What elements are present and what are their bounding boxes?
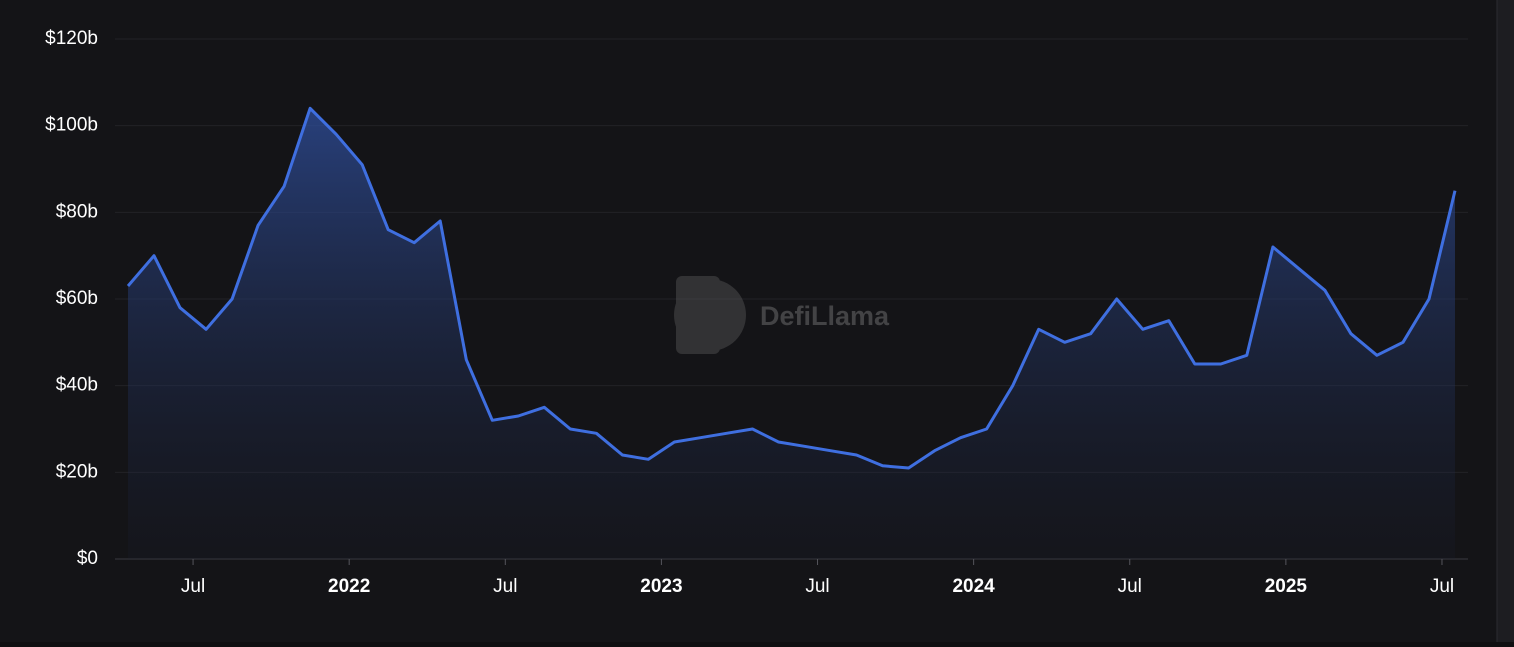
x-tick-label: 2025 bbox=[1265, 576, 1308, 597]
x-tick-label: Jul bbox=[1118, 576, 1142, 597]
y-tick-label: $120b bbox=[45, 28, 98, 49]
x-tick-label: 2023 bbox=[640, 576, 682, 597]
watermark: DefiLlama bbox=[674, 276, 890, 354]
side-panel bbox=[1497, 0, 1514, 642]
y-tick-label: $80b bbox=[56, 201, 98, 222]
x-tick-label: 2024 bbox=[952, 576, 995, 597]
line bbox=[126, 106, 1457, 470]
x-tick-label: Jul bbox=[805, 576, 829, 597]
watermark-logo bbox=[676, 276, 720, 354]
y-tick-label: $0 bbox=[77, 548, 98, 569]
y-tick-label: $60b bbox=[56, 288, 98, 309]
y-tick-label: $100b bbox=[45, 115, 98, 136]
x-tick-label: Jul bbox=[181, 576, 205, 597]
y-tick-label: $20b bbox=[56, 461, 98, 482]
x-tick-label: Jul bbox=[1430, 576, 1454, 597]
watermark-logo bbox=[674, 279, 746, 351]
watermark-text: DefiLlama bbox=[760, 301, 890, 331]
x-tick-label: 2022 bbox=[328, 576, 370, 597]
x-tick-label: Jul bbox=[493, 576, 517, 597]
y-tick-label: $40b bbox=[56, 375, 98, 396]
area-fill bbox=[128, 108, 1455, 560]
